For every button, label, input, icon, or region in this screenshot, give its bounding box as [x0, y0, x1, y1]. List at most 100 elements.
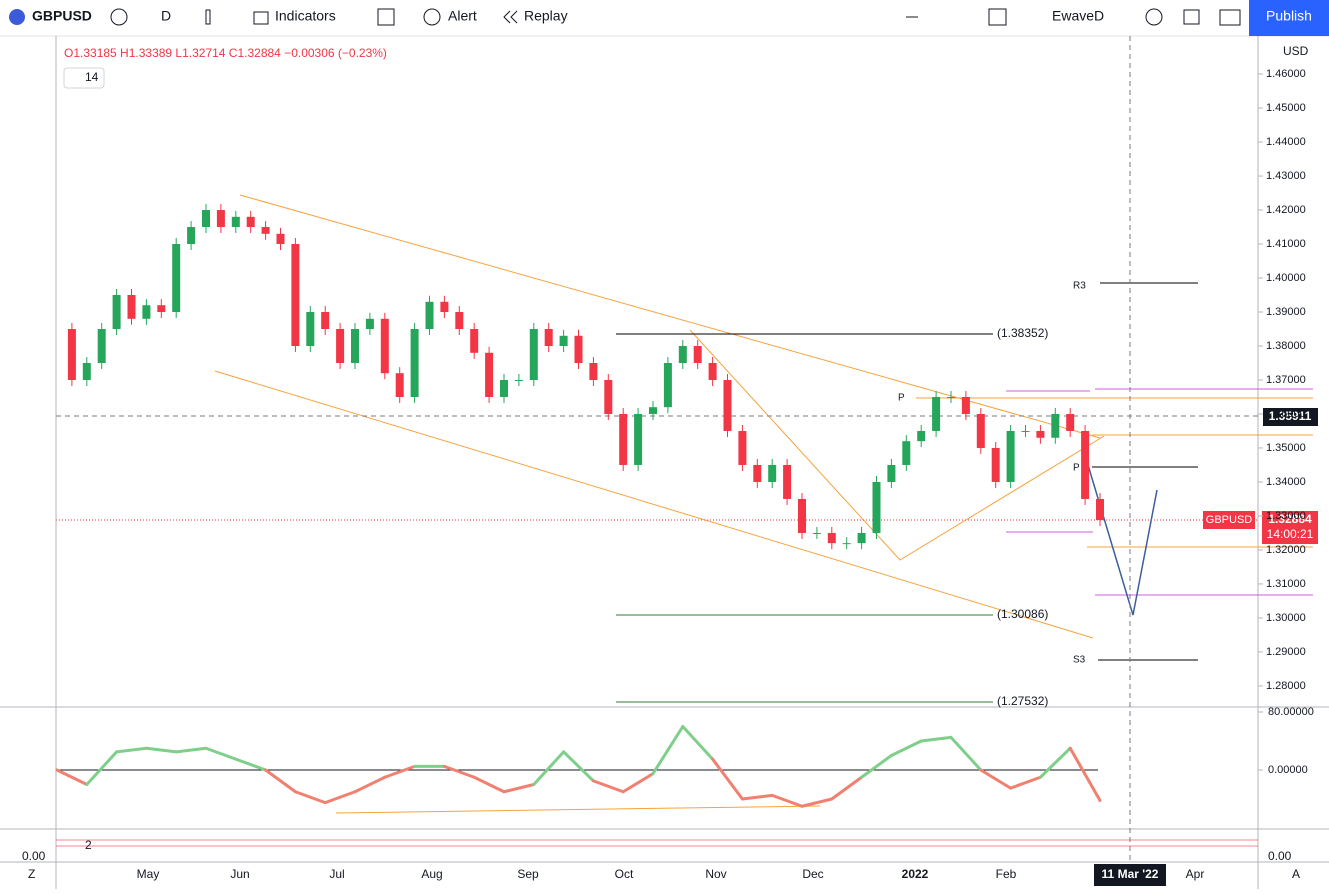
r3-label: R3	[1073, 281, 1086, 292]
candle	[1051, 413, 1060, 438]
osc-segment	[1038, 746, 1072, 779]
candle	[82, 362, 91, 380]
osc-segment	[740, 793, 774, 801]
currency[interactable]: USD	[1283, 44, 1309, 58]
osc-segment	[621, 772, 655, 794]
interval[interactable]: D	[161, 8, 171, 24]
templates[interactable]	[377, 8, 395, 26]
frames	[0, 36, 1329, 889]
y-tick-label: 1.46000	[1266, 68, 1306, 80]
auto-scale[interactable]: A	[1292, 867, 1300, 881]
fullscreen[interactable]	[1183, 9, 1200, 25]
y-tick-label: 1.45000	[1266, 102, 1306, 114]
candle	[753, 464, 762, 482]
input-value: 14	[85, 70, 99, 84]
symbol-tag	[1203, 511, 1255, 529]
osc-segment	[85, 750, 119, 786]
candle	[976, 413, 985, 448]
candle	[470, 328, 479, 353]
timezone[interactable]: Z	[28, 867, 35, 881]
osc-segment	[949, 735, 983, 772]
layout-name[interactable]: EwaveD	[1052, 8, 1104, 24]
layout-icon[interactable]	[988, 8, 1007, 26]
lower-axis-label-left: 0.00	[22, 849, 46, 863]
candle	[380, 318, 389, 374]
y-tick-label: 1.38000	[1266, 340, 1306, 352]
osc-segment	[889, 739, 923, 757]
add-symbol[interactable]	[110, 8, 128, 26]
x-tick-label: 2022	[902, 867, 929, 881]
candle	[1096, 498, 1104, 521]
settings[interactable]	[1145, 8, 1163, 26]
replay-icon[interactable]	[503, 10, 518, 24]
candle	[261, 227, 270, 234]
candle-icon[interactable]	[205, 9, 211, 25]
candle	[425, 301, 434, 329]
candle	[663, 362, 672, 408]
x-tick-label: Dec	[802, 867, 823, 881]
indicators[interactable]: Indicators	[275, 8, 336, 24]
candle	[455, 312, 464, 329]
candle	[187, 227, 196, 245]
indicators-icon[interactable]	[253, 11, 269, 25]
candle	[559, 335, 568, 346]
symbol-tag-text: GBPUSD	[1206, 514, 1253, 526]
osc-segment	[234, 757, 268, 772]
candle	[812, 532, 821, 534]
candle	[321, 312, 330, 329]
input-box[interactable]	[63, 67, 105, 89]
x-tick-label: May	[137, 867, 160, 881]
candle	[67, 328, 76, 380]
candle	[246, 216, 255, 228]
y-tick-label: 1.35000	[1266, 442, 1306, 454]
y-tick-label: 1.37000	[1266, 374, 1306, 386]
osc-segment	[830, 775, 864, 801]
candle	[351, 328, 359, 363]
y-tick-label: 1.28000	[1266, 680, 1306, 692]
candle	[961, 396, 970, 414]
replay[interactable]: Replay	[524, 8, 568, 24]
osc-segment	[532, 750, 566, 786]
y-tick-label: 1.39000	[1266, 306, 1306, 318]
candle	[97, 328, 106, 363]
candle	[306, 312, 315, 346]
candle	[708, 362, 717, 380]
pivot-label: P	[898, 393, 905, 404]
alert[interactable]: Alert	[448, 8, 477, 24]
x-tick-label: Jul	[329, 867, 344, 881]
candle	[604, 379, 613, 414]
candle	[127, 295, 136, 319]
x-tick-label: Apr	[1186, 867, 1205, 881]
candle	[1066, 413, 1075, 431]
pivot-label: P	[1073, 463, 1080, 474]
candle	[902, 441, 911, 465]
snapshot[interactable]	[1219, 9, 1241, 26]
candle	[529, 328, 538, 380]
last-price: 1.32884	[1268, 512, 1312, 526]
x-tick-label: Oct	[615, 867, 634, 881]
publish-button[interactable]	[1249, 0, 1329, 36]
candle	[738, 430, 747, 465]
alert-icon[interactable]	[423, 8, 441, 26]
y-tick-label: 1.30000	[1266, 612, 1306, 624]
y-tick-label: 1.33000	[1266, 510, 1306, 522]
y-tick-label: 1.44000	[1266, 136, 1306, 148]
publish[interactable]: Publish	[1266, 8, 1312, 24]
candle	[634, 413, 643, 465]
osc-segment	[502, 782, 536, 794]
candle	[887, 464, 896, 482]
osc-tick-label: 80.00000	[1268, 706, 1314, 718]
last-price-box	[1262, 511, 1318, 544]
candle	[1006, 430, 1015, 482]
candle	[783, 464, 792, 499]
input-value-2: 2	[85, 838, 92, 852]
fib-label: (1.38352)	[997, 326, 1048, 340]
y-tick-label: 1.31000	[1266, 578, 1306, 590]
lower-axis-label: 0.00	[1268, 849, 1292, 863]
candle	[202, 210, 210, 228]
symbol[interactable]: GBPUSD	[32, 8, 92, 24]
y-tick-label: 1.40000	[1266, 272, 1306, 284]
candle	[142, 305, 151, 319]
